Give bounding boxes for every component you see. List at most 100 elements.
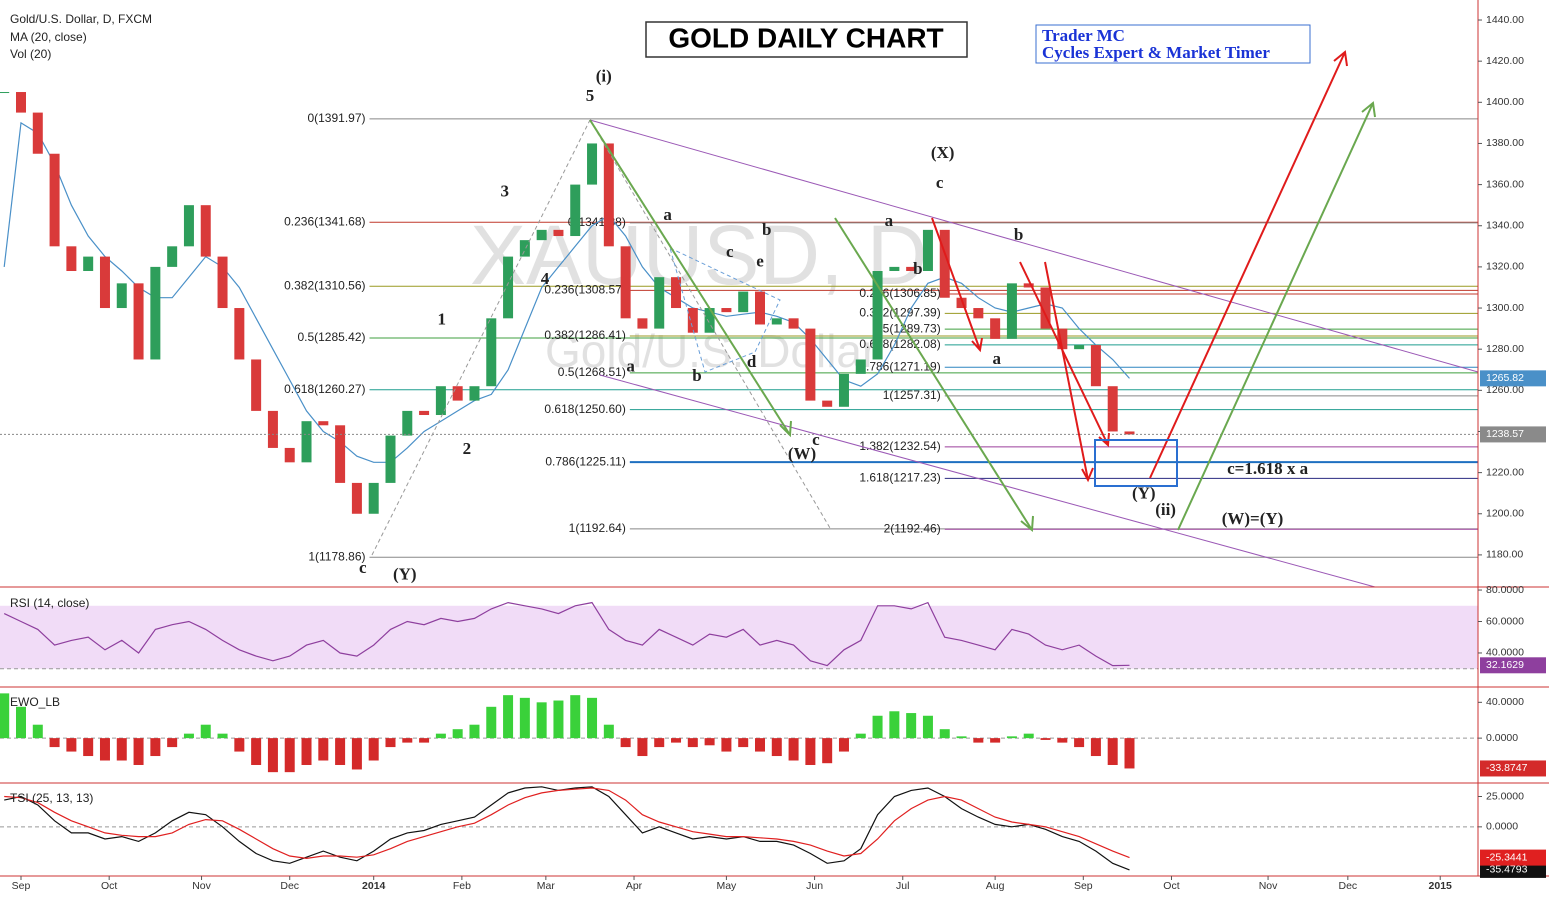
fib-label: 2(1192.46) [884,521,941,535]
ewo-bar [167,738,178,748]
candle [620,246,631,319]
arrow-head [1020,515,1034,532]
last-value-label: 1238.57 [1486,428,1524,440]
candle [805,328,816,401]
candle [183,205,194,247]
ewo-bar [704,738,715,746]
last-value-box [1480,760,1546,777]
wave-label: a [885,211,894,230]
x-tick-label: May [716,880,737,892]
wave-label: (Y) [1132,484,1156,503]
last-value-box [1480,370,1546,387]
tsi-title: TSI (25, 13, 13) [10,791,93,805]
ewo-bar [553,700,564,739]
ewo-bar [301,738,312,765]
ma-legend: MA (20, close) [10,30,87,44]
ewo-bar [637,738,648,757]
ewo-bar [687,738,698,748]
candle [1006,283,1017,339]
ewo-bar [838,738,849,752]
candle [217,256,228,309]
fib-label: 0.5(1268.51) [558,365,626,379]
ewo-bar [939,729,950,739]
candle [402,410,413,436]
ewo-bar [368,738,379,761]
plot-layer: 0(1391.97) 0.236(1341.68) 0.382(1310.56) 0.… [0,92,1478,871]
candle [654,277,665,329]
title-box [645,21,968,58]
y-tick-label: 1420.00 [1486,55,1524,67]
y-tick-label: 40.0000 [1486,647,1524,659]
candle [83,256,94,272]
fib-label: 1(1192.64) [569,521,626,535]
y-tick-label: 1180.00 [1486,549,1523,561]
candle [570,184,581,237]
wave-label: 3 [500,182,509,201]
wave-label: (i) [596,67,612,86]
wave-label: d [747,352,757,371]
ewo-bar [1040,738,1051,740]
candle [822,400,833,407]
last-value-box [1480,861,1546,878]
candle [452,386,463,401]
candle [133,283,144,360]
wave-label: 1 [437,309,446,328]
candle [553,229,564,237]
candle [368,482,379,514]
arrow-head [779,420,792,438]
candle [99,256,110,309]
x-tick-label: Nov [1259,880,1278,892]
wave-label: (X) [931,143,955,162]
ewo-title: EWO_LB [10,695,60,709]
ewo-bar [519,697,530,739]
wave-label: (W) [788,444,816,463]
candle [251,359,262,411]
ewo-bar [452,729,463,739]
ewo-bar [284,738,295,773]
ewo-bar [318,738,329,761]
candle [351,482,362,514]
fib-label: 0.382(1310.56) [284,278,365,292]
candle [738,291,749,313]
wave-line [589,119,831,529]
ewo-bar [973,738,984,743]
ewo-bar [906,713,917,739]
candle [234,308,245,360]
x-tick-label: Mar [537,880,556,892]
y-tick-label: 1300.00 [1486,302,1524,314]
fib-label: 0.786(1225.11) [545,454,626,468]
ewo-bar [1057,738,1068,743]
wave-label: c=1.618 x a [1227,459,1308,478]
ewo-bar [486,706,497,739]
channel-line [589,119,1479,373]
candle [419,410,430,416]
ewo-bar [469,724,480,739]
last-value-label: 1265.82 [1486,372,1524,384]
y-tick-label: 1220.00 [1486,466,1524,478]
ewo-bar [385,738,396,748]
wave-label: b [762,220,771,239]
candle [1107,386,1118,432]
candle [603,143,614,247]
x-tick-label: Jul [896,880,909,892]
x-tick-label: Nov [192,880,211,892]
ewo-bar [1090,738,1101,757]
y-tick-label: 1380.00 [1486,137,1524,149]
chart-title: GOLD DAILY CHART [668,22,943,53]
ewo-bar [536,702,547,739]
target-box [1094,439,1178,487]
candle [0,92,10,94]
ewo-bar [402,738,413,743]
x-tick-label: Aug [986,880,1005,892]
ewo-bar [738,738,749,748]
rsi-line [3,601,1130,667]
candle [939,229,950,298]
arrow [1177,102,1374,531]
ewo-bar [1006,736,1017,739]
ewo-bar [872,715,883,739]
candle [167,246,178,267]
channel-line [599,374,1376,588]
candle [536,229,547,241]
ewo-bar [503,695,514,739]
